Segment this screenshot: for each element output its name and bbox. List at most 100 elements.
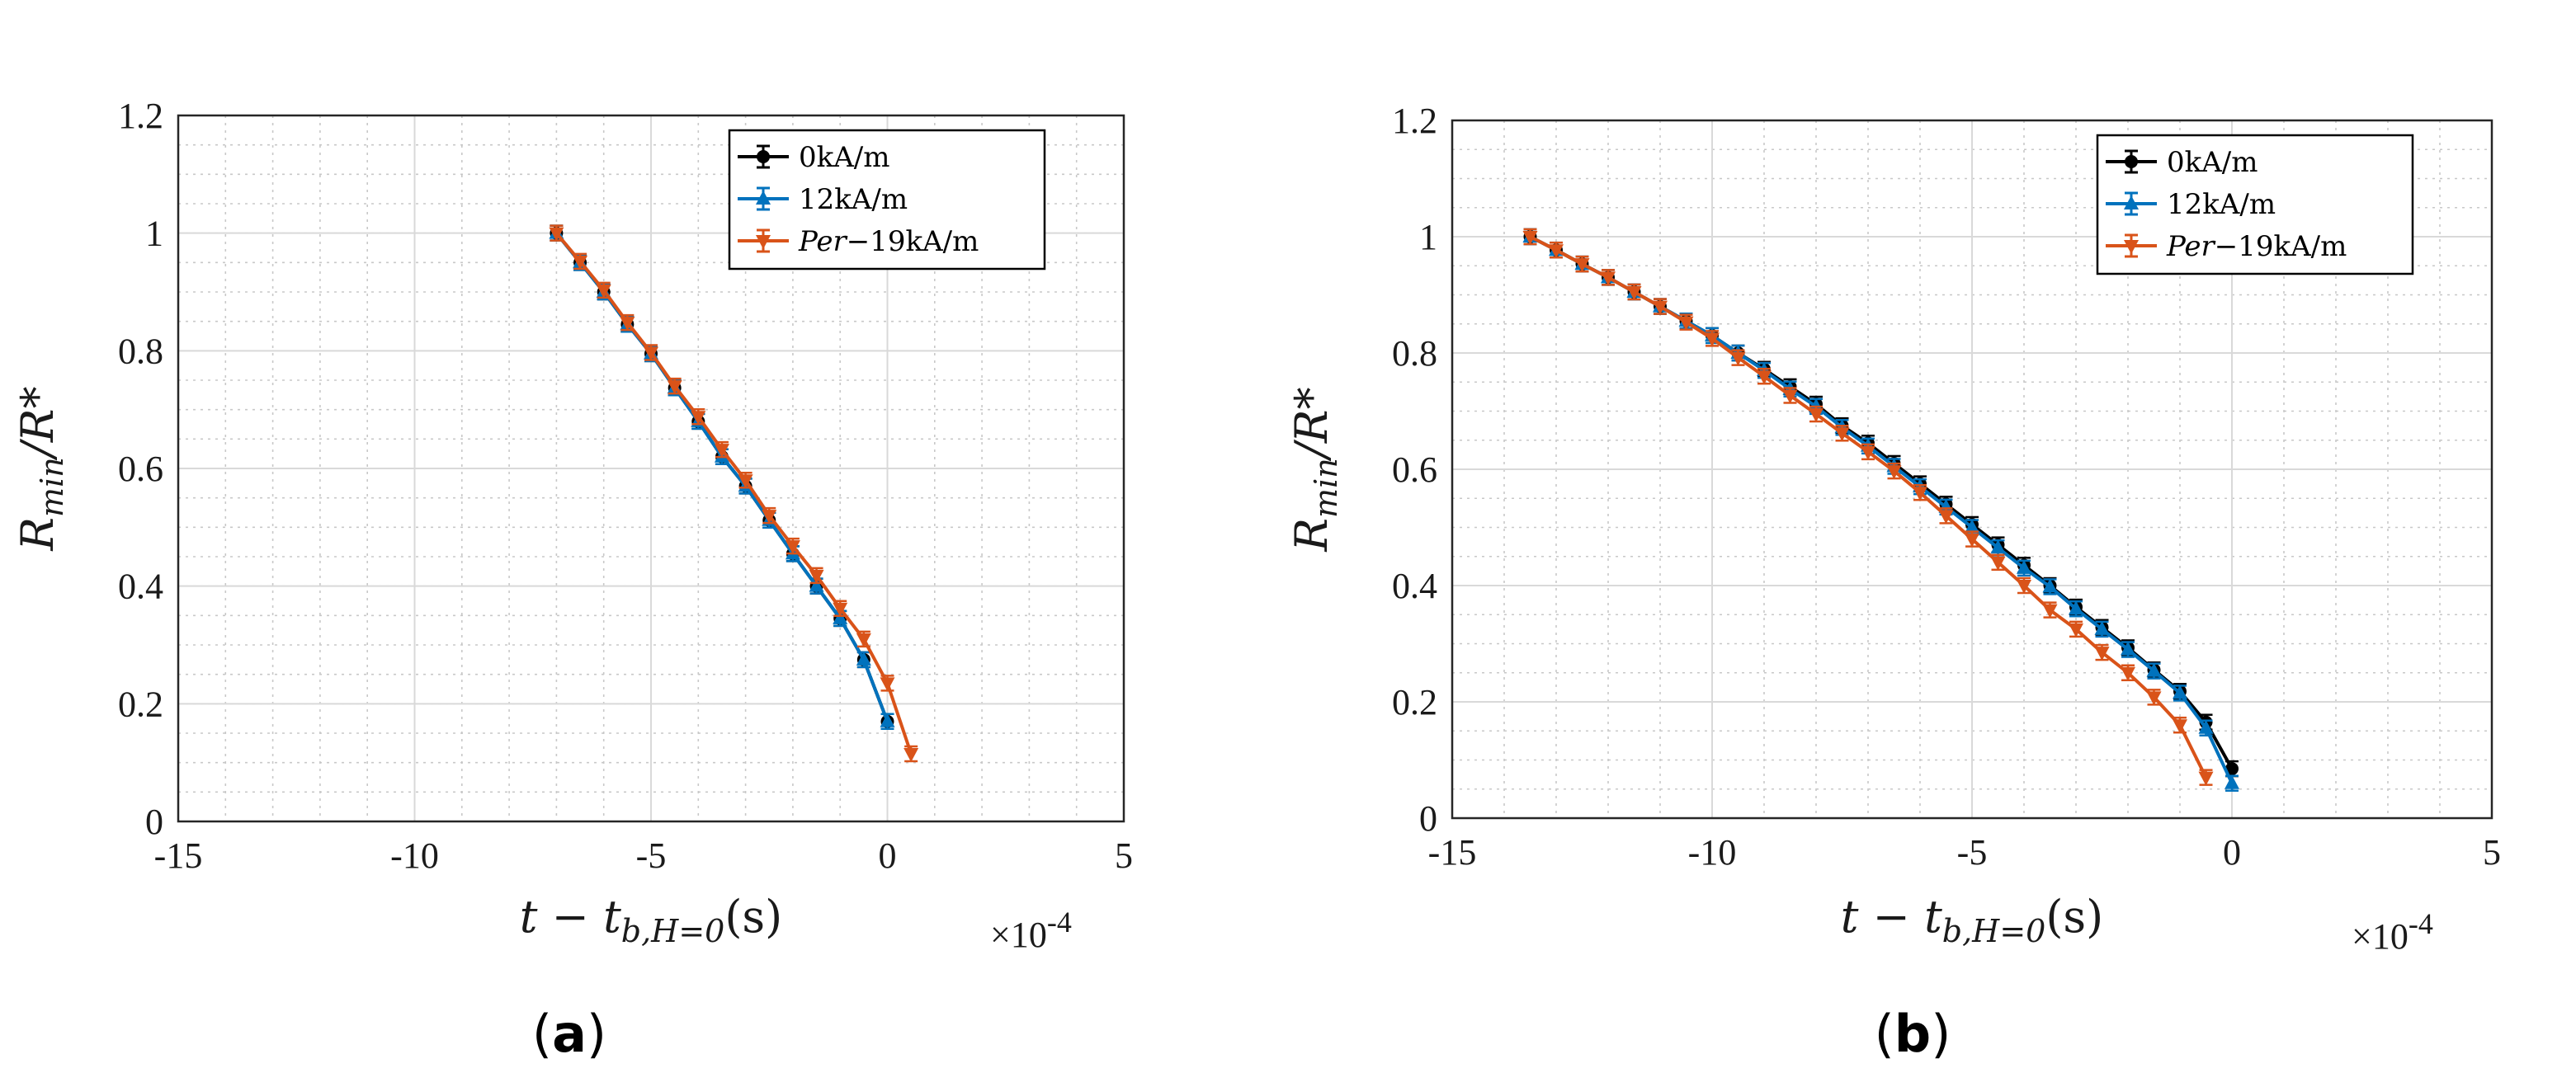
series-per-19ka-m	[549, 224, 919, 763]
legend-entry: 12kA/m	[2106, 188, 2276, 221]
data-point	[1549, 244, 1564, 259]
data-point	[1730, 351, 1746, 366]
y-tick-labels: 0 0.2 0.4 0.6 0.8 1 1.2	[118, 96, 163, 842]
y-tick-label: 0	[1419, 798, 1437, 839]
legend-box	[2096, 134, 2414, 275]
panel-label-b: (b)	[1875, 1004, 1951, 1064]
series-per-19ka-m	[1522, 228, 2214, 786]
y-tick-label: 0.6	[1392, 449, 1437, 490]
data-point	[1522, 231, 1538, 245]
data-point	[2042, 578, 2058, 593]
x-tick-label: -10	[1688, 832, 1737, 873]
data-point	[1705, 332, 1720, 347]
x-exponent-label: ×10-4	[2352, 907, 2433, 957]
data-point	[1782, 389, 1798, 404]
legend: 0kA/m 12kA/m Per−19kA/m	[2096, 134, 2414, 275]
data-point	[2225, 762, 2239, 776]
data-point	[2146, 662, 2162, 677]
legend-label: Per−19kA/m	[2166, 230, 2347, 263]
y-axis-label: Rmin/R*	[1286, 387, 1344, 552]
data-series	[1522, 228, 2239, 792]
y-tick-label: 0.4	[1392, 566, 1437, 606]
legend-entry: 0kA/m	[738, 141, 889, 174]
legend-label: 0kA/m	[2167, 146, 2258, 179]
y-tick-label: 0.8	[118, 331, 163, 371]
y-tick-label: 0	[145, 802, 163, 842]
data-point	[880, 677, 895, 692]
data-point	[1990, 539, 2006, 554]
y-axis-label: Rmin/R*	[12, 386, 70, 551]
data-point	[620, 317, 635, 332]
data-point	[809, 577, 824, 592]
y-tick-label: 0.4	[118, 567, 163, 607]
data-point	[1574, 258, 1590, 273]
legend-entry: Per−19kA/m	[738, 225, 979, 258]
data-point	[2121, 666, 2135, 681]
data-point	[738, 474, 753, 489]
data-point	[2173, 719, 2187, 734]
data-point	[856, 651, 871, 666]
y-tick-label: 0.2	[118, 684, 163, 724]
chart-panel-b: -15 -10 -5 0 5 0 0.2 0.4 0.6 0.8 1 1.2 0kA/m 12kA/m…	[1286, 101, 2501, 1064]
data-point	[2225, 774, 2239, 789]
data-point	[1678, 316, 1694, 331]
data-point	[573, 255, 588, 270]
plot-frame	[1451, 119, 2493, 820]
data-point	[2042, 604, 2058, 619]
data-point	[2094, 647, 2110, 661]
x-tick-labels: -15 -10 -5 0 5	[154, 835, 1133, 876]
x-exponent-label: ×10-4	[990, 906, 1072, 955]
y-tick-label: 1.2	[118, 96, 163, 136]
data-point	[1653, 300, 1668, 315]
legend-label: Per−19kA/m	[798, 225, 979, 258]
legend-label: 12kA/m	[799, 183, 908, 216]
x-tick-label: -5	[636, 835, 667, 876]
data-point	[1834, 427, 1850, 442]
plot-frame	[177, 114, 1125, 823]
y-tick-label: 0.2	[1392, 682, 1437, 722]
data-point	[1601, 271, 1616, 286]
data-point	[2069, 623, 2083, 638]
series-line	[554, 232, 913, 755]
data-point	[809, 569, 824, 584]
x-axis-label: t − tb,H=0(s)	[520, 891, 782, 949]
legend: 0kA/m 12kA/m Per−19kA/m	[728, 129, 1046, 271]
legend-entry: Per−19kA/m	[2106, 230, 2347, 263]
data-point	[785, 540, 800, 555]
data-point	[880, 713, 895, 727]
x-tick-label: -10	[390, 835, 439, 876]
chart-panel-a: -15 -10 -5 0 5 0 0.2 0.4 0.6 0.8 1 1.2 0kA/m 12kA/m…	[12, 96, 1133, 1064]
data-point	[1861, 445, 1875, 460]
data-point	[2173, 685, 2187, 699]
x-tick-label: -15	[154, 835, 203, 876]
legend-entry: 12kA/m	[738, 183, 908, 216]
data-point	[1965, 519, 1979, 534]
legend-label: 12kA/m	[2167, 188, 2276, 221]
data-point	[833, 609, 848, 624]
data-point	[1913, 487, 1927, 501]
x-tick-label: -5	[1957, 832, 1988, 873]
legend-marker	[756, 235, 771, 249]
data-point	[1757, 370, 1772, 385]
data-point	[667, 380, 682, 395]
data-point	[1990, 556, 2006, 571]
y-tick-label: 1.2	[1392, 101, 1437, 141]
data-point	[2094, 620, 2110, 635]
legend-marker	[2125, 155, 2138, 168]
legend-marker	[2124, 195, 2139, 209]
x-tick-label: 0	[879, 835, 897, 876]
y-tick-label: 0.6	[118, 449, 163, 489]
data-point	[1886, 465, 1902, 480]
data-point	[2146, 691, 2162, 706]
data-point	[549, 227, 564, 242]
y-tick-label: 1	[145, 214, 163, 254]
data-point	[2017, 580, 2031, 594]
data-series	[549, 224, 919, 763]
legend-marker	[2124, 240, 2139, 254]
data-point	[903, 747, 919, 762]
data-point	[714, 444, 729, 459]
data-point	[1809, 408, 1823, 423]
data-point	[2198, 719, 2214, 734]
data-point	[644, 346, 658, 361]
